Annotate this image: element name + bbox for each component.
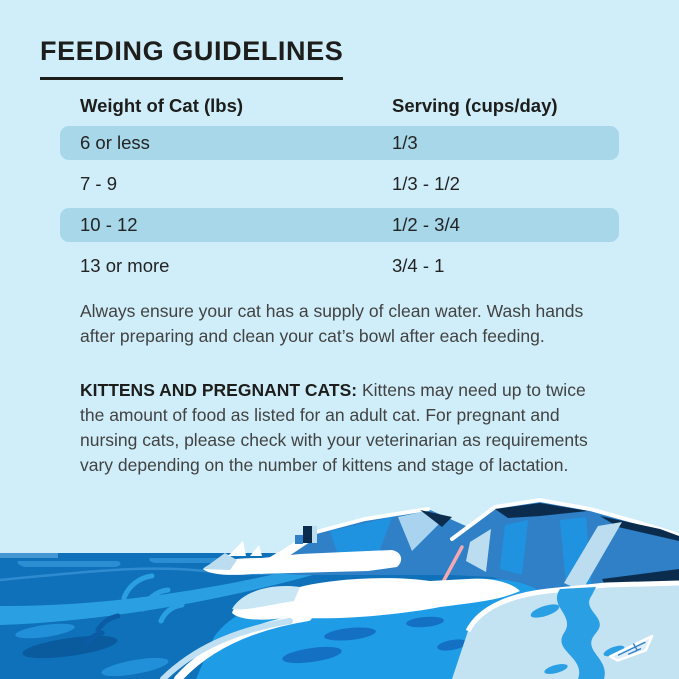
column-header-serving: Serving (cups/day) [392, 95, 558, 116]
weight-cell: 10 - 12 [80, 214, 138, 235]
panel-content: FEEDING GUIDELINES Weight of Cat (lbs) S… [40, 36, 639, 478]
serving-cell: 3/4 - 1 [392, 255, 445, 276]
kittens-note-label: KITTENS AND PREGNANT CATS: [80, 380, 358, 400]
serving-cell: 1/3 [392, 132, 418, 153]
weight-cell: 6 or less [80, 132, 150, 153]
river [530, 587, 625, 679]
table-row: 10 - 12 1/2 - 3/4 [60, 208, 619, 242]
coastal-illustration [0, 479, 679, 679]
lighthouse [295, 526, 317, 544]
kittens-note: KITTENS AND PREGNANT CATS: Kittens may n… [80, 378, 599, 478]
water-note: Always ensure your cat has a supply of c… [80, 301, 584, 346]
weight-cell: 13 or more [80, 255, 170, 276]
ice-floe [232, 578, 520, 620]
boat-icon [608, 634, 654, 662]
iceberg-headland [203, 507, 468, 575]
serving-cell: 1/2 - 3/4 [392, 214, 460, 235]
wave-arcs [121, 573, 185, 624]
table-header-row: Weight of Cat (lbs) Serving (cups/day) [60, 95, 619, 126]
feeding-table: Weight of Cat (lbs) Serving (cups/day) 6… [40, 95, 639, 283]
serving-cell: 1/3 - 1/2 [392, 173, 460, 194]
kittens-note-text: Kittens may need up to twice the amount … [80, 380, 588, 475]
weight-cell: 7 - 9 [80, 173, 118, 194]
table-row: 13 or more 3/4 - 1 [60, 249, 619, 283]
column-header-weight: Weight of Cat (lbs) [80, 95, 244, 116]
table-row: 7 - 9 1/3 - 1/2 [60, 167, 619, 201]
table-row: 6 or less 1/3 [60, 126, 619, 160]
page-title: FEEDING GUIDELINES [40, 36, 344, 80]
icy-shore [452, 580, 679, 679]
